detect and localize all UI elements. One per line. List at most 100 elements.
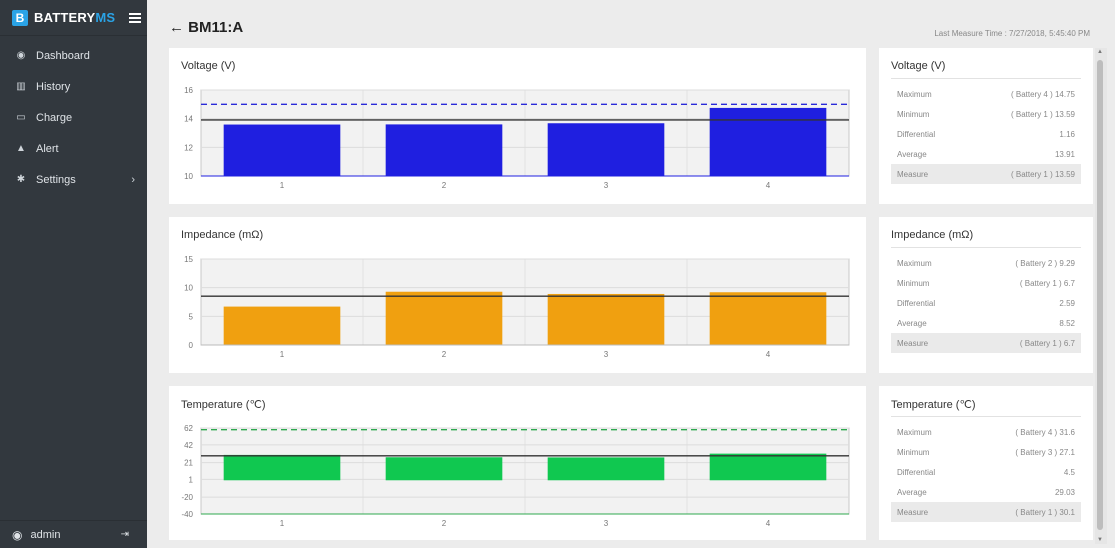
bar: [223, 124, 341, 176]
y-tick-label: 5: [189, 312, 194, 321]
sidebar-item-charge[interactable]: ▭ Charge: [0, 102, 147, 133]
stat-value: ( Battery 4 ) 14.75: [1010, 89, 1075, 99]
user-icon: ◉: [12, 527, 23, 542]
y-tick-label: 1: [189, 475, 194, 484]
user-bar: ◉ admin ⇥: [0, 520, 147, 548]
stat-label: Maximum: [897, 427, 932, 437]
gear-icon: ✱: [16, 174, 26, 185]
y-tick-label: 15: [184, 255, 193, 264]
stat-value: ( Battery 1 ) 6.7: [1019, 338, 1075, 348]
stat-label: Minimum: [897, 109, 930, 119]
sidebar-item-label: Charge: [36, 111, 73, 124]
scroll-up-icon[interactable]: ▲: [1097, 49, 1103, 55]
x-tick-label: 2: [442, 519, 447, 528]
bar: [223, 306, 341, 345]
stat-value: ( Battery 2 ) 9.29: [1015, 258, 1075, 268]
y-tick-label: 10: [184, 284, 193, 293]
stat-value: 1.16: [1059, 129, 1075, 139]
sidebar-item-history[interactable]: ▥ History: [0, 71, 147, 102]
stat-label: Minimum: [897, 278, 930, 288]
bar: [385, 124, 503, 176]
dashboard-icon: ◉: [16, 50, 26, 61]
stat-value: ( Battery 1 ) 30.1: [1015, 507, 1075, 517]
stat-row-measure: Measure ( Battery 1 ) 6.7: [891, 333, 1081, 353]
stat-value: 8.52: [1059, 318, 1075, 328]
x-tick-label: 2: [442, 181, 447, 190]
stat-row-minimum: Minimum ( Battery 1 ) 6.7: [891, 273, 1081, 293]
y-tick-label: -20: [181, 493, 193, 502]
sidebar-item-label: Settings: [36, 173, 76, 186]
temperature-chart-card: Temperature (℃) -40 -20 1 21 42 62 1 2 3 4: [169, 386, 866, 540]
x-tick-label: 4: [766, 519, 771, 528]
sidebar-item-label: History: [36, 80, 71, 93]
history-icon: ▥: [16, 81, 26, 92]
x-tick-label: 2: [442, 350, 447, 359]
back-link[interactable]: ← BM11:A: [169, 19, 243, 36]
logout-icon[interactable]: ⇥: [120, 529, 129, 540]
stat-value: 13.91: [1054, 149, 1075, 159]
stat-label: Measure: [897, 338, 929, 348]
brand-name: BATTERYMS: [34, 10, 115, 25]
stat-label: Differential: [897, 298, 936, 308]
temperature-chart-title: Temperature (℃): [181, 399, 266, 411]
y-tick-label: -40: [181, 510, 193, 519]
stat-row-maximum: Maximum ( Battery 4 ) 31.6: [891, 422, 1081, 442]
stat-row-differential: Differential 4.5: [891, 462, 1081, 482]
stat-value: 29.03: [1054, 487, 1075, 497]
scroll-thumb[interactable]: [1097, 60, 1103, 530]
stat-value: ( Battery 3 ) 27.1: [1015, 447, 1075, 457]
page-scrollbar[interactable]: ▲ ▼: [1095, 48, 1107, 544]
x-tick-label: 4: [766, 350, 771, 359]
x-tick-label: 1: [280, 181, 285, 190]
voltage-chart-card: Voltage (V) 10 12 14 16 1 2 3 4: [169, 48, 866, 204]
voltage-stats-card: Voltage (V) Maximum ( Battery 4 ) 14.75 M…: [879, 48, 1093, 204]
stat-row-measure: Measure ( Battery 1 ) 30.1: [891, 502, 1081, 522]
sidebar-item-alert[interactable]: ▲ Alert: [0, 133, 147, 164]
last-measure-time: Last Measure Time : 7/27/2018, 5:45:40 P…: [934, 29, 1090, 38]
bar: [385, 291, 503, 345]
user-name[interactable]: admin: [30, 528, 61, 541]
y-tick-label: 62: [184, 424, 193, 433]
temperature-stats-table: Maximum ( Battery 4 ) 31.6 Minimum ( Batte…: [891, 422, 1081, 522]
temperature-stats-title: Temperature (℃): [891, 399, 976, 411]
stat-row-differential: Differential 1.16: [891, 124, 1081, 144]
hamburger-menu-icon[interactable]: [129, 12, 142, 23]
stat-row-minimum: Minimum ( Battery 3 ) 27.1: [891, 442, 1081, 462]
x-tick-label: 4: [766, 181, 771, 190]
impedance-chart: 0 5 10 15 1 2 3 4: [184, 255, 850, 359]
sidebar-item-dashboard[interactable]: ◉ Dashboard: [0, 40, 147, 71]
sidebar-item-settings[interactable]: ✱ Settings ›: [0, 164, 147, 195]
stat-label: Measure: [897, 507, 929, 517]
divider: [891, 247, 1081, 248]
brand-name-b: MS: [95, 10, 116, 25]
y-tick-label: 42: [184, 441, 193, 450]
stat-value: ( Battery 1 ) 13.59: [1010, 169, 1075, 179]
stat-row-average: Average 29.03: [891, 482, 1081, 502]
chevron-right-icon: ›: [131, 173, 135, 186]
stat-label: Maximum: [897, 258, 932, 268]
y-tick-label: 21: [184, 459, 193, 468]
bar: [709, 292, 827, 345]
stat-row-minimum: Minimum ( Battery 1 ) 13.59: [891, 104, 1081, 124]
y-tick-label: 14: [184, 115, 193, 124]
y-tick-label: 16: [184, 86, 193, 95]
page-title: BM11:A: [188, 19, 244, 36]
y-tick-label: 0: [189, 341, 194, 350]
impedance-stats-table: Maximum ( Battery 2 ) 9.29 Minimum ( Batte…: [891, 253, 1081, 353]
bar: [223, 454, 341, 481]
temperature-chart: -40 -20 1 21 42 62 1 2 3 4: [181, 424, 850, 528]
voltage-chart-title: Voltage (V): [181, 60, 236, 72]
scroll-down-icon[interactable]: ▼: [1097, 537, 1103, 543]
x-tick-label: 3: [604, 519, 609, 528]
stat-row-maximum: Maximum ( Battery 4 ) 14.75: [891, 84, 1081, 104]
stat-value: ( Battery 1 ) 6.7: [1019, 278, 1075, 288]
brand-name-a: BATTERY: [34, 10, 96, 25]
temperature-stats-card: Temperature (℃) Maximum ( Battery 4 ) 31.…: [879, 386, 1093, 540]
stat-row-measure: Measure ( Battery 1 ) 13.59: [891, 164, 1081, 184]
impedance-stats-card: Impedance (mΩ) Maximum ( Battery 2 ) 9.29…: [879, 217, 1093, 373]
brand-logo-icon: B: [12, 9, 28, 26]
stat-value: 2.59: [1059, 298, 1075, 308]
y-tick-label: 10: [184, 172, 193, 181]
x-tick-label: 3: [604, 350, 609, 359]
